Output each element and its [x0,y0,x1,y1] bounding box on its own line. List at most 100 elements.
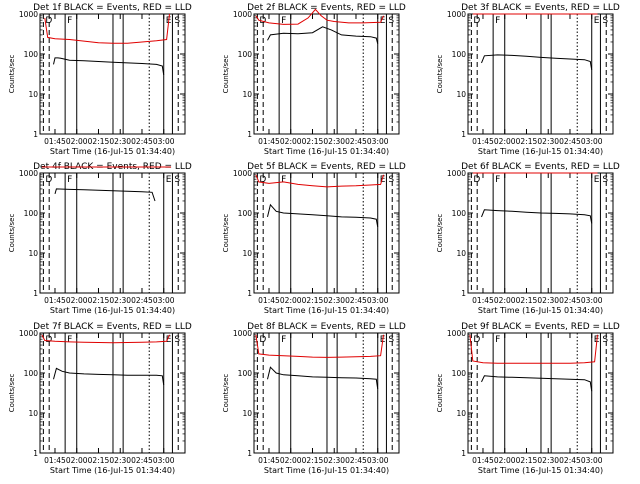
y-tick-label: 1000 [447,10,466,19]
x-tick-label: 02:15 [516,137,538,146]
y-tick-label: 1 [247,289,252,298]
y-tick-label: 100 [24,369,39,378]
x-tick-label: 01:45 [258,137,280,146]
x-tick-label: 03:00 [153,456,175,465]
series-events-line [53,57,165,75]
y-axis-label: Counts/sec [436,214,444,253]
event-marker-label: F [67,16,72,26]
y-axis-label: Counts/sec [436,55,444,94]
y-tick-label: 1 [33,289,38,298]
x-tick-label: 01:45 [472,137,494,146]
event-marker-label: S [174,16,180,26]
series-lld-line [41,334,170,344]
x-axis-label: Start Time (16-Jul-15 01:34:40) [264,466,389,475]
x-axis-label: Start Time (16-Jul-15 01:34:40) [50,306,175,315]
y-tick-label: 100 [238,50,253,59]
x-tick-label: 02:45 [131,137,153,146]
series-events-line [481,209,593,224]
y-tick-label: 100 [24,209,39,218]
x-tick-label: 01:45 [258,456,280,465]
panel-det-6: Det 6f BLACK = Events, RED = LLD 1 10 100 10… [436,162,620,315]
y-axis-label: Counts/sec [222,214,230,253]
event-marker-label: S [174,335,180,345]
x-tick-label: 02:30 [109,137,131,146]
series-lld-line [255,334,384,358]
y-tick-label: 10 [456,409,466,418]
x-tick-label: 02:30 [109,296,131,305]
x-tick-label: 02:30 [537,456,559,465]
event-marker-label: S [388,16,394,26]
x-axis-label: Start Time (16-Jul-15 01:34:40) [478,466,603,475]
panel-title: Det 9f BLACK = Events, RED = LLD [461,322,620,332]
x-tick-label: 01:45 [472,296,494,305]
x-axis-label: Start Time (16-Jul-15 01:34:40) [264,306,389,315]
x-tick-label: 03:00 [367,137,389,146]
y-tick-label: 10 [28,409,38,418]
event-marker-label: F [495,335,500,345]
x-tick-label: 02:30 [323,296,345,305]
y-axis-label: Counts/sec [8,214,16,253]
x-tick-label: 02:45 [131,456,153,465]
y-tick-label: 10 [242,90,252,99]
x-tick-label: 02:00 [280,456,302,465]
panel-title: Det 8f BLACK = Events, RED = LLD [247,322,406,332]
x-tick-label: 02:30 [537,296,559,305]
x-tick-label: 02:00 [494,137,516,146]
y-tick-label: 1000 [233,10,252,19]
x-tick-label: 02:15 [302,296,324,305]
event-marker-label: D [45,175,52,185]
event-marker-label: F [67,175,72,185]
y-tick-label: 10 [456,249,466,258]
event-marker-label: E [166,335,172,345]
panel-title: Det 2f BLACK = Events, RED = LLD [247,3,406,13]
x-tick-label: 02:45 [131,296,153,305]
y-tick-label: 1 [247,130,252,139]
x-axis-label: Start Time (16-Jul-15 01:34:40) [50,466,175,475]
y-axis-label: Counts/sec [8,55,16,94]
event-marker-label: F [495,175,500,185]
y-tick-label: 1000 [19,169,38,178]
y-tick-label: 1000 [19,10,38,19]
x-tick-label: 03:00 [581,456,603,465]
x-tick-label: 02:00 [280,296,302,305]
x-tick-label: 03:00 [581,137,603,146]
panel-det-1: Det 1f BLACK = Events, RED = LLD 1 10 100 10… [8,3,192,156]
panel-det-8: Det 8f BLACK = Events, RED = LLD 1 10 100 10… [222,322,406,475]
event-marker-label: D [259,335,266,345]
event-marker-label: D [473,335,480,345]
series-events-line [267,26,379,44]
x-tick-label: 02:15 [88,296,110,305]
panel-title: Det 7f BLACK = Events, RED = LLD [33,322,192,332]
y-tick-label: 10 [28,90,38,99]
event-marker-label: S [602,16,608,26]
y-tick-label: 1 [461,130,466,139]
y-tick-label: 1000 [447,329,466,338]
series-lld-line [44,13,170,44]
event-marker-label: E [380,175,386,185]
y-tick-label: 1000 [447,169,466,178]
series-lld-line [469,334,598,364]
x-tick-label: 03:00 [153,296,175,305]
x-tick-label: 02:45 [559,456,581,465]
y-tick-label: 100 [24,50,39,59]
panel-title: Det 3f BLACK = Events, RED = LLD [461,3,620,13]
event-marker-label: F [67,335,72,345]
y-tick-label: 100 [452,369,467,378]
x-tick-label: 03:00 [153,137,175,146]
y-tick-label: 100 [452,50,467,59]
event-marker-label: E [594,16,600,26]
x-tick-label: 02:00 [66,296,88,305]
event-marker-label: F [281,16,286,26]
x-tick-label: 03:00 [367,456,389,465]
x-tick-label: 02:00 [494,456,516,465]
series-events-line [267,203,379,227]
y-tick-label: 1000 [233,169,252,178]
panel-det-4: Det 4f BLACK = Events, RED = LLD11010010… [8,162,192,315]
y-axis-label: Counts/sec [436,374,444,413]
x-axis-label: Start Time (16-Jul-15 01:34:40) [264,147,389,156]
x-tick-label: 03:00 [581,296,603,305]
event-marker-label: F [281,335,286,345]
y-axis-label: Counts/sec [8,374,16,413]
x-tick-label: 02:15 [88,137,110,146]
panel-det-3: Det 3f BLACK = Events, RED = LLD 1 10 100 10… [436,3,620,156]
